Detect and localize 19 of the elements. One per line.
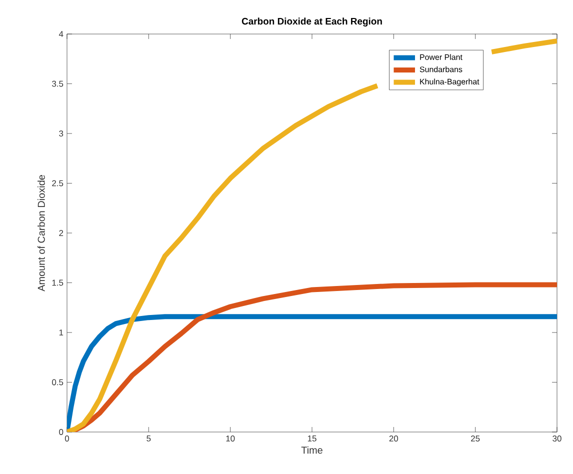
y-tick-label: 0 — [59, 429, 64, 435]
y-tick-label: 2 — [59, 230, 64, 236]
x-tick-label: 15 — [308, 436, 316, 442]
x-tick-label: 30 — [552, 436, 562, 442]
y-tick-label: 1 — [59, 330, 64, 336]
x-tick-label: 25 — [471, 436, 480, 442]
x-tick-label: 10 — [226, 436, 235, 442]
y-tick-label: 4 — [58, 31, 64, 37]
y-tick-label: 0.5 — [52, 379, 64, 386]
y-axis-title: Amount of Carbon Dioxide — [38, 175, 45, 292]
y-tick-label: 1.5 — [52, 280, 64, 286]
y-tick-label: 2.5 — [52, 180, 64, 186]
y-tick-label: 3.5 — [52, 80, 64, 87]
x-tick-label: 20 — [389, 436, 398, 442]
y-tick-label: 3 — [59, 130, 64, 136]
x-tick-label: 5 — [146, 436, 151, 442]
chart-title: Carbon Dioxide at Each Region — [242, 18, 382, 26]
x-axis-title: Time — [301, 446, 322, 454]
x-tick-label: 0 — [64, 436, 70, 442]
